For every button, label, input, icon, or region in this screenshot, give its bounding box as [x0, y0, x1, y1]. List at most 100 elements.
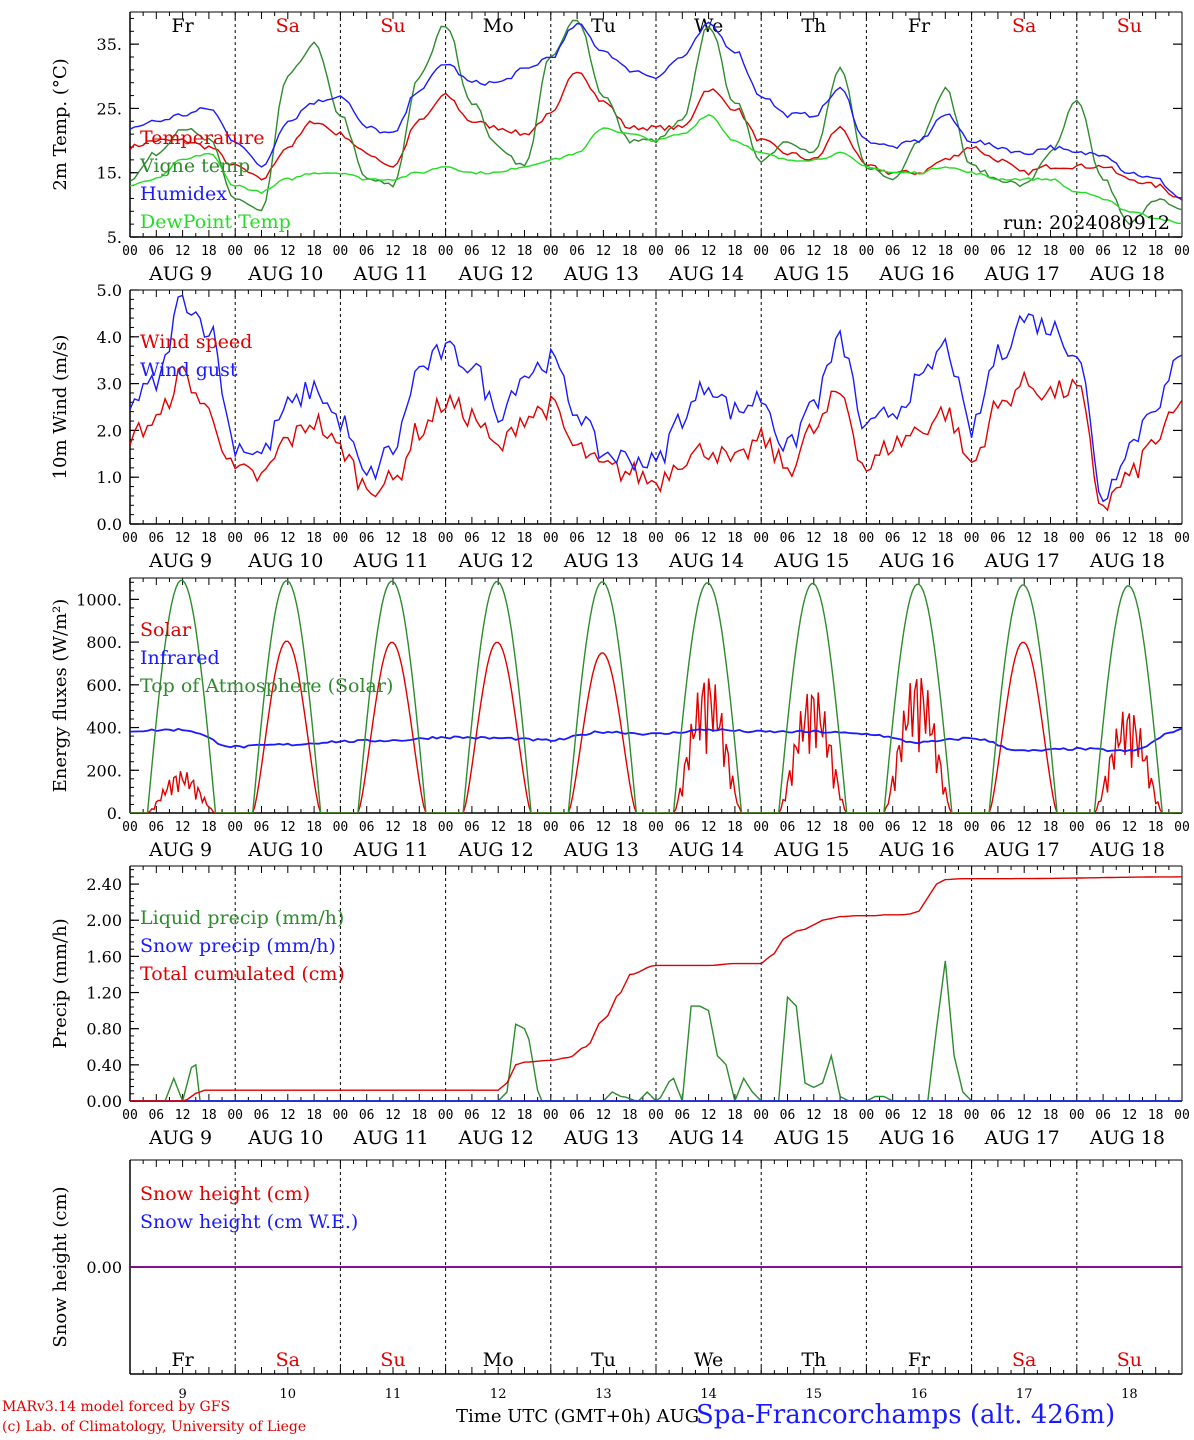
weekday-label: Tu	[591, 15, 616, 37]
series-line	[130, 579, 1182, 813]
hour-label: 00	[1069, 244, 1085, 259]
hour-label: 18	[1148, 531, 1164, 546]
y-tick-label: 35.	[97, 35, 122, 54]
plot-area	[130, 19, 1182, 226]
hour-label: 12	[1122, 244, 1138, 259]
date-label: AUG 14	[668, 839, 744, 861]
y-tick-label: 5.	[107, 228, 122, 247]
weekday-label: Sa	[276, 15, 300, 37]
run-annotation: run: 2024080912	[1003, 212, 1170, 234]
legend-entry: Top of Atmosphere (Solar)	[140, 675, 393, 697]
hour-label: 18	[201, 820, 217, 835]
date-label: 18	[1121, 1387, 1138, 1402]
hour-label: 06	[780, 531, 796, 546]
hour-label: 00	[543, 531, 559, 546]
hour-label: 12	[1016, 531, 1032, 546]
date-label: AUG 16	[878, 550, 954, 572]
y-tick-label: 1000.	[76, 590, 122, 609]
y-tick-label: 2.0	[97, 421, 122, 440]
hour-label: 06	[464, 244, 480, 259]
y-tick-label: 2.40	[86, 875, 122, 894]
date-label: AUG 13	[563, 839, 639, 861]
y-tick-label: 1.0	[97, 468, 122, 487]
date-label: 11	[385, 1387, 402, 1402]
hour-label: 12	[911, 244, 927, 259]
hour-label: 00	[753, 244, 769, 259]
hour-label: 00	[648, 531, 664, 546]
series-line	[130, 365, 1182, 512]
date-label: AUG 10	[247, 263, 323, 285]
weekday-label: Fr	[171, 15, 194, 37]
legend-entry: Infrared	[140, 647, 220, 669]
hour-label: 00	[543, 1108, 559, 1123]
hour-label: 18	[622, 1108, 638, 1123]
date-label: AUG 12	[458, 550, 534, 572]
hour-label: 12	[175, 1108, 191, 1123]
y-tick-label: 15.	[97, 164, 122, 183]
y-tick-label: 0.00	[86, 1258, 122, 1277]
hour-label: 06	[254, 531, 270, 546]
hour-label: 00	[964, 820, 980, 835]
hour-label: 00	[1174, 531, 1190, 546]
hour-label: 12	[280, 531, 296, 546]
y-tick-label: 4.0	[97, 328, 122, 347]
hour-label: 06	[254, 820, 270, 835]
hour-label: 18	[727, 820, 743, 835]
hour-label: 12	[280, 244, 296, 259]
legend-entry: Liquid precip (mm/h)	[140, 907, 344, 929]
y-tick-label: 0.00	[86, 1092, 122, 1111]
date-label: AUG 18	[1089, 263, 1165, 285]
series-line	[130, 640, 1182, 813]
weekday-label: Mo	[483, 1349, 514, 1371]
hour-label: 00	[122, 531, 138, 546]
y-tick-label: 5.0	[97, 281, 122, 300]
hour-label: 06	[148, 531, 164, 546]
y-tick-label: 3.0	[97, 375, 122, 394]
date-label: AUG 14	[668, 263, 744, 285]
hour-label: 06	[359, 820, 375, 835]
hour-label: 00	[859, 820, 875, 835]
date-label: AUG 17	[984, 1127, 1060, 1149]
weekday-label: Th	[801, 1349, 826, 1371]
hour-label: 18	[201, 1108, 217, 1123]
date-label: AUG 10	[247, 550, 323, 572]
series-line	[130, 71, 1182, 201]
y-tick-label: 1.60	[86, 947, 122, 966]
legend-entry: Total cumulated (cm)	[140, 963, 345, 985]
hour-label: 12	[596, 244, 612, 259]
hour-label: 12	[385, 1108, 401, 1123]
date-label: AUG 16	[878, 263, 954, 285]
hour-label: 06	[885, 531, 901, 546]
hour-label: 00	[648, 1108, 664, 1123]
date-label: 14	[700, 1387, 717, 1402]
date-label: AUG 11	[352, 839, 428, 861]
panel-1: 5. 15. 25. 35. 2m Temp. (°C) 00 06 12 18 00 06 12 18…	[50, 11, 1190, 285]
hour-label: 06	[464, 531, 480, 546]
hour-label: 00	[122, 820, 138, 835]
hour-label: 00	[753, 1108, 769, 1123]
plot-area	[130, 579, 1182, 813]
hour-label: 12	[385, 531, 401, 546]
hour-label: 00	[648, 244, 664, 259]
hour-label: 18	[411, 531, 427, 546]
hour-label: 12	[806, 531, 822, 546]
model-credit: MARv3.14 model forced by GFS	[2, 1399, 231, 1415]
hour-label: 06	[1095, 820, 1111, 835]
hour-label: 00	[543, 244, 559, 259]
date-label: 12	[490, 1387, 507, 1402]
hour-label: 00	[648, 820, 664, 835]
hour-label: 12	[1016, 244, 1032, 259]
hour-label: 06	[254, 244, 270, 259]
date-label: 15	[806, 1387, 823, 1402]
hour-label: 06	[569, 1108, 585, 1123]
y-tick-label: 0.	[107, 804, 122, 823]
hour-label: 18	[411, 820, 427, 835]
legend-entry: Snow height (cm)	[140, 1183, 310, 1205]
hour-label: 18	[622, 531, 638, 546]
hour-label: 00	[964, 531, 980, 546]
hour-label: 06	[990, 244, 1006, 259]
hour-label: 06	[359, 531, 375, 546]
hour-label: 18	[832, 820, 848, 835]
hour-label: 00	[1174, 820, 1190, 835]
